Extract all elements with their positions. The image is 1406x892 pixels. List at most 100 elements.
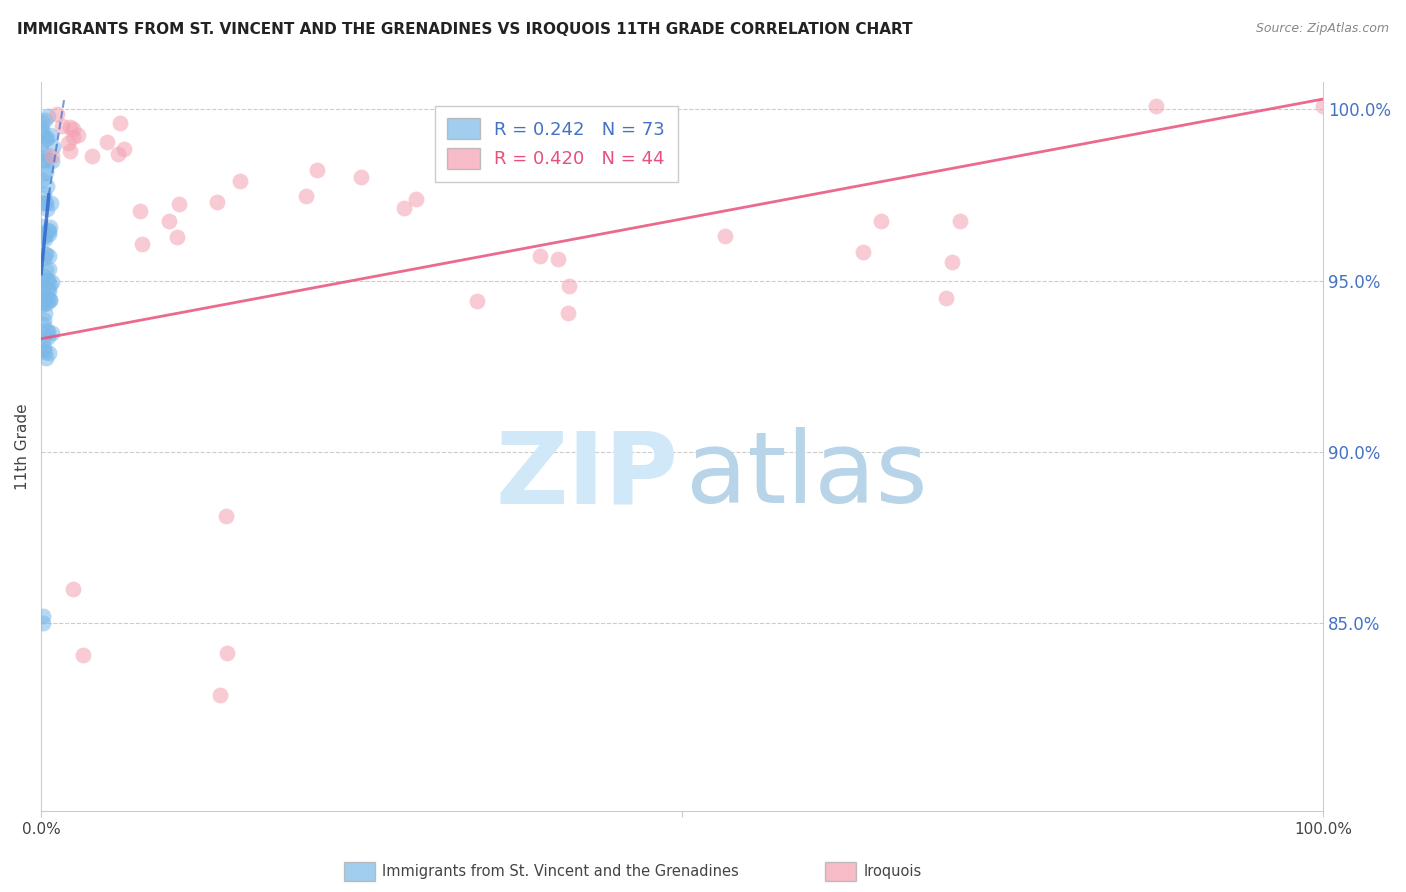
Point bbox=[62, 130, 84, 145]
Text: IMMIGRANTS FROM ST. VINCENT AND THE GRENADINES VS IROQUOIS 11TH GRADE CORRELATIO: IMMIGRANTS FROM ST. VINCENT AND THE GREN… bbox=[17, 22, 912, 37]
Point bbox=[869, 213, 891, 227]
Point bbox=[41, 326, 63, 340]
Point bbox=[557, 306, 579, 320]
Point bbox=[205, 195, 228, 210]
Point bbox=[37, 330, 59, 344]
Point bbox=[59, 145, 82, 159]
Point bbox=[34, 247, 56, 261]
Point bbox=[58, 136, 80, 150]
Point bbox=[108, 116, 131, 130]
Point bbox=[31, 293, 53, 308]
Point bbox=[80, 149, 103, 163]
Point bbox=[32, 340, 55, 354]
Point bbox=[529, 249, 551, 263]
Point bbox=[31, 115, 53, 129]
Legend: R = 0.242   N = 73, R = 0.420   N = 44: R = 0.242 N = 73, R = 0.420 N = 44 bbox=[434, 105, 678, 182]
Point bbox=[30, 219, 52, 234]
Point bbox=[32, 296, 55, 310]
Point bbox=[38, 293, 60, 308]
Point bbox=[31, 281, 53, 295]
Point bbox=[34, 232, 56, 246]
Point bbox=[131, 237, 153, 252]
Point bbox=[1146, 99, 1168, 113]
Point bbox=[34, 306, 56, 320]
Point bbox=[935, 291, 957, 305]
Point bbox=[34, 186, 56, 201]
Point bbox=[166, 230, 188, 244]
Point bbox=[42, 140, 65, 154]
Point bbox=[96, 135, 118, 149]
Point bbox=[35, 272, 58, 286]
Point bbox=[32, 317, 55, 331]
Point bbox=[34, 112, 56, 127]
Point bbox=[31, 274, 53, 288]
Point bbox=[714, 229, 737, 244]
Point bbox=[32, 151, 55, 165]
Point bbox=[41, 149, 63, 163]
Point bbox=[41, 275, 63, 289]
Point bbox=[38, 227, 60, 241]
Point bbox=[31, 227, 53, 241]
Point bbox=[39, 293, 62, 307]
Point bbox=[51, 120, 73, 134]
Point bbox=[350, 169, 373, 184]
Point bbox=[32, 334, 55, 348]
Point bbox=[37, 325, 59, 339]
Point bbox=[34, 195, 56, 210]
Point bbox=[217, 646, 239, 660]
Text: ZIP: ZIP bbox=[495, 427, 678, 524]
Point bbox=[38, 284, 60, 298]
Point bbox=[112, 142, 135, 156]
Point bbox=[38, 261, 60, 276]
Point bbox=[37, 109, 59, 123]
Point bbox=[35, 262, 58, 277]
Point bbox=[35, 196, 58, 211]
Point bbox=[39, 220, 62, 235]
Point bbox=[34, 128, 56, 143]
Point bbox=[31, 173, 53, 187]
Point bbox=[30, 120, 52, 134]
Point bbox=[37, 296, 59, 310]
Point bbox=[38, 346, 60, 360]
Point bbox=[37, 273, 59, 287]
Point bbox=[32, 153, 55, 168]
Point bbox=[38, 249, 60, 263]
Point bbox=[41, 154, 63, 169]
Point bbox=[35, 178, 58, 193]
Point bbox=[34, 166, 56, 180]
Point bbox=[307, 163, 329, 178]
Point bbox=[32, 146, 55, 161]
Point bbox=[209, 688, 232, 702]
Point bbox=[547, 252, 569, 267]
Point bbox=[31, 196, 53, 211]
Point bbox=[37, 153, 59, 167]
Point bbox=[72, 648, 94, 662]
Point bbox=[41, 196, 63, 211]
Point bbox=[34, 229, 56, 244]
Point bbox=[62, 582, 84, 597]
Point bbox=[35, 247, 58, 261]
Point bbox=[1312, 99, 1334, 113]
Point bbox=[32, 609, 55, 624]
Point bbox=[37, 202, 59, 216]
Point bbox=[169, 196, 191, 211]
Point bbox=[45, 107, 67, 121]
Point bbox=[31, 343, 53, 358]
Point bbox=[35, 132, 58, 146]
Point bbox=[34, 164, 56, 178]
Point bbox=[38, 224, 60, 238]
Point bbox=[557, 279, 579, 293]
Point bbox=[31, 616, 53, 631]
Point bbox=[34, 228, 56, 243]
Point bbox=[37, 223, 59, 237]
Point bbox=[852, 244, 875, 259]
Text: Immigrants from St. Vincent and the Grenadines: Immigrants from St. Vincent and the Gren… bbox=[382, 864, 740, 879]
Point bbox=[39, 278, 62, 293]
Point bbox=[159, 213, 181, 227]
Point bbox=[107, 146, 129, 161]
Point bbox=[948, 214, 970, 228]
Point bbox=[465, 293, 488, 308]
Point bbox=[295, 189, 318, 203]
Point bbox=[30, 137, 52, 152]
Y-axis label: 11th Grade: 11th Grade bbox=[15, 403, 30, 490]
